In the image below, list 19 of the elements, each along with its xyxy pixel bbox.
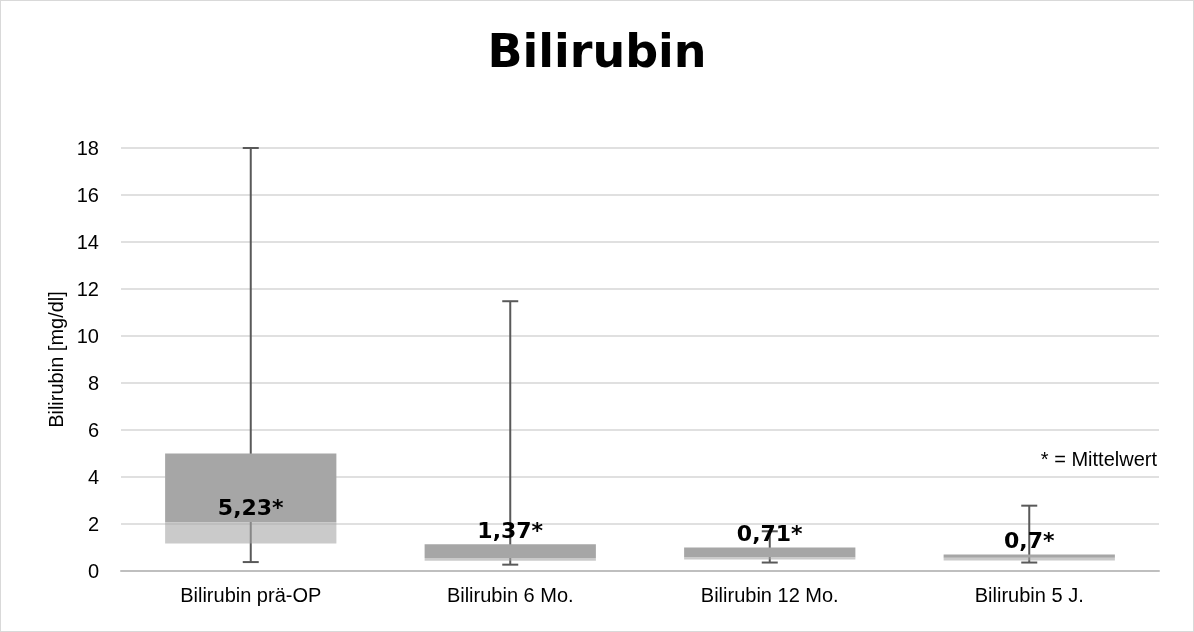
y-tick-label: 2 bbox=[87, 513, 99, 535]
x-tick-label: Bilirubin 6 Mo. bbox=[446, 584, 574, 606]
chart-title: Bilirubin bbox=[487, 24, 707, 78]
y-tick-label: 14 bbox=[76, 231, 99, 253]
x-tick-label: Bilirubin 12 Mo. bbox=[700, 584, 839, 606]
y-tick-label: 8 bbox=[87, 372, 99, 394]
y-tick-label: 16 bbox=[76, 184, 99, 206]
text: 0,71* bbox=[736, 521, 803, 546]
y-tick-label: 12 bbox=[76, 278, 99, 300]
y-tick-label: 18 bbox=[76, 137, 99, 159]
x-tick-label: Bilirubin prä-OP bbox=[180, 584, 322, 606]
text: 5,23* bbox=[217, 495, 284, 521]
y-tick-label: 4 bbox=[87, 466, 99, 488]
y-tick-label: 6 bbox=[87, 419, 99, 441]
y-axis-title: Bilirubin [mg/dl] bbox=[44, 291, 67, 428]
y-tick-label: 0 bbox=[87, 560, 99, 582]
x-tick-label: Bilirubin 5 J. bbox=[974, 584, 1084, 606]
y-tick-label: 10 bbox=[76, 325, 99, 347]
annotation: * = Mittelwert bbox=[1040, 448, 1158, 470]
